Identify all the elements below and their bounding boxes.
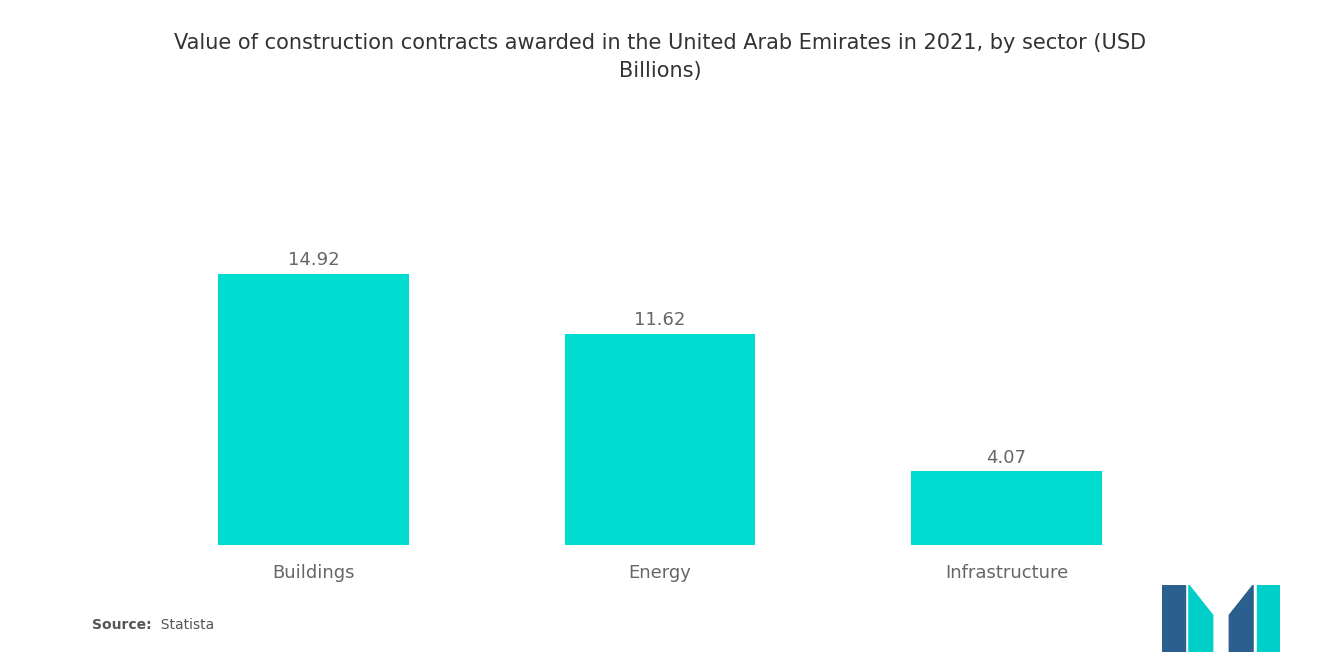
Text: 4.07: 4.07 bbox=[986, 449, 1027, 467]
Polygon shape bbox=[1162, 585, 1185, 652]
Polygon shape bbox=[1257, 585, 1280, 652]
Polygon shape bbox=[1189, 585, 1213, 652]
Polygon shape bbox=[1229, 585, 1253, 652]
Bar bbox=[565, 334, 755, 545]
Text: 14.92: 14.92 bbox=[288, 251, 339, 269]
Bar bbox=[911, 471, 1102, 545]
Bar bbox=[218, 274, 409, 545]
Text: 11.62: 11.62 bbox=[635, 311, 685, 329]
Text: Source:: Source: bbox=[92, 618, 152, 632]
Text: Statista: Statista bbox=[152, 618, 214, 632]
Text: Value of construction contracts awarded in the United Arab Emirates in 2021, by : Value of construction contracts awarded … bbox=[174, 33, 1146, 81]
